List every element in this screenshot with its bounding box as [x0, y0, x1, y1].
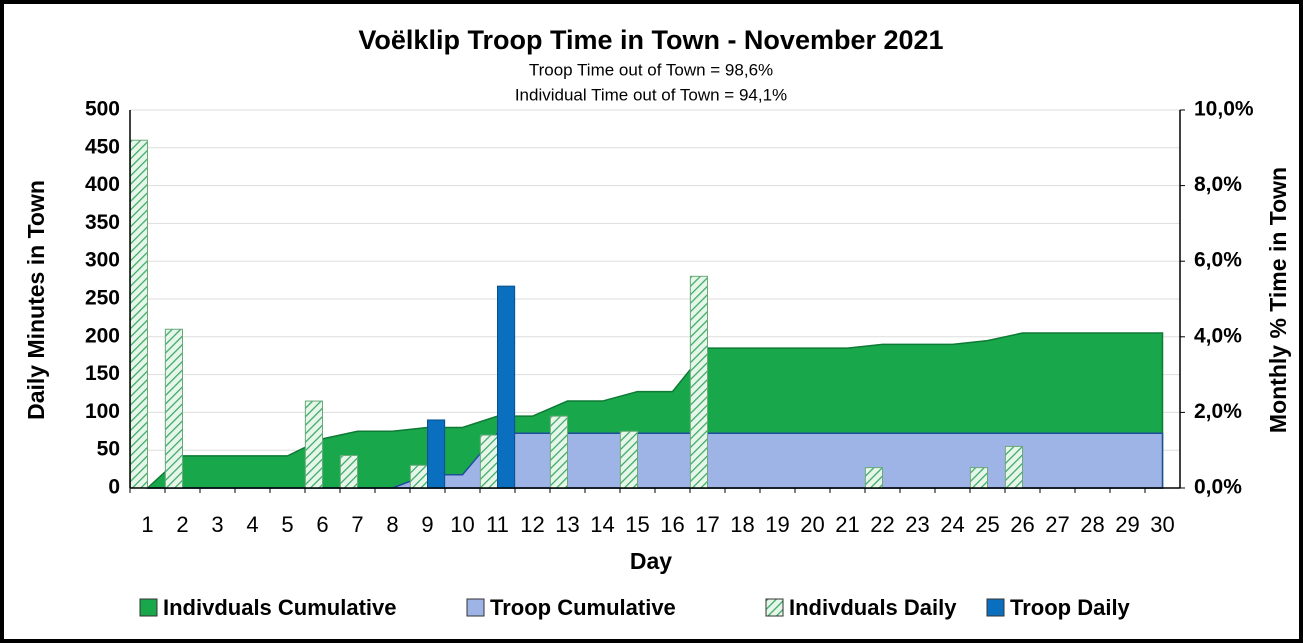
x-tick-label: 6	[316, 512, 328, 537]
y-tick-label: 200	[85, 324, 120, 347]
y-tick-label: 450	[85, 135, 120, 158]
x-tick-label: 29	[1115, 512, 1139, 537]
x-tick-label: 11	[486, 512, 509, 537]
bar	[164, 328, 184, 489]
x-tick-label: 5	[281, 512, 293, 537]
x-tick-label: 3	[211, 512, 223, 537]
x-tick-label: 23	[905, 512, 929, 537]
bar	[689, 275, 708, 489]
y-tick-label: 500	[85, 98, 120, 121]
x-tick-label: 19	[765, 512, 789, 537]
bar	[549, 415, 568, 489]
y2-tick-label: 4,0%	[1194, 324, 1242, 347]
x-tick-label: 14	[590, 512, 614, 537]
y-axis-label: Daily Minutes in Town	[23, 180, 49, 420]
bar	[1004, 445, 1023, 489]
y-tick-label: 150	[85, 362, 120, 385]
x-tick-label: 15	[625, 512, 649, 537]
x-tick-label: 24	[940, 512, 964, 537]
y-tick-label: 0	[108, 476, 120, 499]
bar	[619, 430, 638, 489]
x-tick-label: 10	[450, 512, 474, 537]
chart-title: Voëlklip Troop Time in Town - November 2…	[358, 25, 943, 55]
x-tick-label: 1	[141, 512, 153, 537]
legend-swatch	[466, 598, 485, 617]
x-tick-label: 12	[520, 512, 544, 537]
x-tick-label: 4	[246, 512, 258, 537]
y-tick-label: 50	[97, 438, 120, 461]
bar	[479, 434, 499, 489]
x-tick-label: 30	[1150, 512, 1174, 537]
y-tick-label: 400	[85, 173, 120, 196]
legend-label: Troop Daily	[1010, 595, 1131, 620]
legend-swatch	[986, 598, 1005, 617]
y2-tick-label: 6,0%	[1194, 249, 1242, 272]
x-tick-label: 13	[555, 512, 579, 537]
x-tick-label: 27	[1045, 512, 1069, 537]
x-tick-label: 2	[176, 512, 188, 537]
y2-tick-label: 8,0%	[1194, 173, 1242, 196]
x-tick-label: 20	[800, 512, 824, 537]
legend-swatch	[765, 598, 784, 617]
x-tick-label: 17	[695, 512, 719, 537]
x-tick-label: 18	[730, 512, 754, 537]
bar	[497, 285, 516, 489]
x-tick-label: 9	[421, 512, 433, 537]
y-tick-label: 300	[85, 249, 120, 272]
subtitle: Individual Time out of Town = 94,1%	[515, 85, 787, 104]
x-tick-label: 16	[660, 512, 684, 537]
x-tick-label: 28	[1080, 512, 1104, 537]
subtitle: Troop Time out of Town = 98,6%	[529, 60, 773, 79]
bar	[409, 464, 429, 489]
bar	[339, 454, 359, 489]
x-tick-label: 7	[351, 512, 363, 537]
legend-swatch	[139, 598, 158, 617]
bar	[864, 467, 883, 489]
x-tick-label: 21	[835, 512, 859, 537]
y2-tick-label: 10,0%	[1194, 98, 1254, 121]
y2-tick-label: 2,0%	[1194, 400, 1242, 423]
x-axis-label: Day	[630, 548, 672, 574]
y-tick-label: 100	[85, 400, 120, 423]
bar	[969, 467, 988, 489]
x-tick-label: 25	[975, 512, 999, 537]
y-tick-label: 350	[85, 211, 120, 234]
bar	[427, 419, 446, 489]
y2-axis-label: Monthly % Time in Town	[1265, 167, 1291, 433]
legend-label: Indivduals Cumulative	[163, 595, 397, 620]
bar	[129, 139, 149, 489]
y-tick-label: 250	[85, 287, 120, 310]
x-tick-label: 8	[386, 512, 398, 537]
legend-label: Indivduals Daily	[789, 595, 957, 620]
x-tick-label: 26	[1010, 512, 1034, 537]
legend-label: Troop Cumulative	[490, 595, 676, 620]
x-tick-label: 22	[870, 512, 894, 537]
y2-tick-label: 0,0%	[1194, 476, 1242, 499]
bar	[304, 400, 324, 489]
